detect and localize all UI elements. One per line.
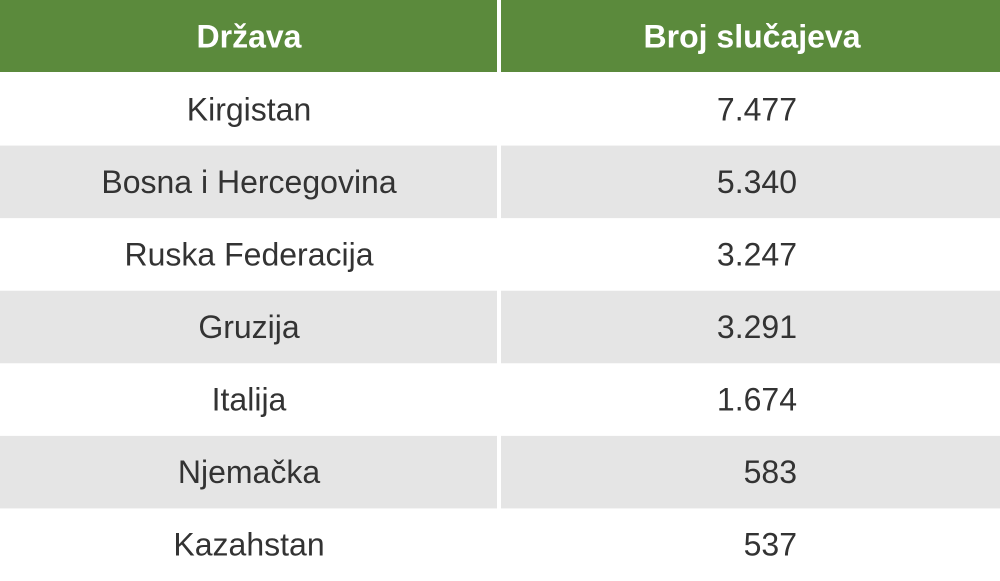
- case-count: 1.674: [717, 382, 797, 418]
- header-cell: [501, 0, 1000, 72]
- country-name: Njemačka: [178, 454, 320, 490]
- row-background: [501, 145, 1000, 219]
- case-count: 3.247: [717, 236, 797, 272]
- header-cell: [0, 0, 497, 72]
- country-name: Kazahstan: [173, 527, 324, 563]
- country-name: Ruska Federacija: [125, 236, 374, 272]
- country-name: Kirgistan: [187, 91, 312, 127]
- row-background: [501, 290, 1000, 364]
- country-name: Italija: [212, 382, 287, 418]
- header-label: Broj slučajeva: [644, 19, 861, 55]
- country-name: Gruzija: [198, 309, 300, 345]
- row-background: [0, 435, 497, 509]
- row-background: [0, 290, 497, 364]
- row-background: [0, 145, 497, 219]
- case-count: 7.477: [717, 91, 797, 127]
- country-name: Bosna i Hercegovina: [101, 164, 396, 200]
- case-count: 5.340: [717, 164, 797, 200]
- case-count: 583: [744, 454, 797, 490]
- case-count: 537: [744, 527, 797, 563]
- header-label: Država: [197, 19, 302, 55]
- row-background: [501, 435, 1000, 509]
- case-count: 3.291: [717, 309, 797, 345]
